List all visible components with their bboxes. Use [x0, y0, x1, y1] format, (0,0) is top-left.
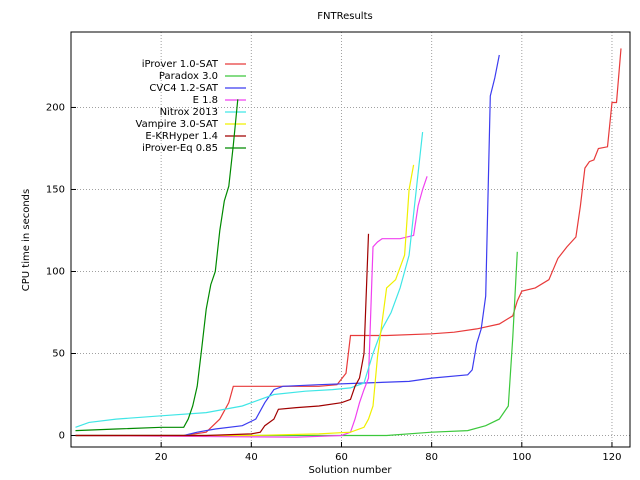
- legend-label: Nitrox 2013: [160, 107, 218, 118]
- y-tick-label: 100: [46, 266, 65, 277]
- y-tick-label: 150: [46, 184, 65, 195]
- series-line: [75, 233, 370, 437]
- y-tick-label: 0: [59, 431, 65, 442]
- x-tick-label: 120: [602, 452, 621, 463]
- legend-label: iProver 1.0-SAT: [142, 59, 219, 70]
- series-line: [75, 48, 622, 437]
- series-line: [75, 251, 518, 437]
- legend-label: Paradox 3.0: [159, 71, 218, 82]
- x-tick-label: 80: [425, 452, 438, 463]
- series-line: [75, 164, 415, 437]
- series-line: [75, 99, 239, 432]
- series-line: [75, 132, 424, 428]
- legend-label: E 1.8: [193, 95, 218, 106]
- x-tick-label: 100: [512, 452, 531, 463]
- legend-label: iProver-Eq 0.85: [142, 143, 218, 154]
- chart-title: FNTResults: [317, 11, 372, 22]
- series-line: [75, 176, 428, 438]
- plot-frame: [70, 31, 631, 448]
- legend-label: E-KRHyper 1.4: [145, 131, 218, 142]
- x-tick-label: 20: [155, 452, 168, 463]
- y-tick-label: 50: [52, 349, 65, 360]
- x-tick-label: 60: [335, 452, 348, 463]
- x-tick-label: 40: [245, 452, 258, 463]
- x-axis-label: Solution number: [309, 465, 393, 476]
- legend-label: Vampire 3.0-SAT: [136, 119, 219, 130]
- y-axis-label: CPU time in seconds: [21, 189, 32, 291]
- y-tick-label: 200: [46, 102, 65, 113]
- legend-label: CVC4 1.2-SAT: [149, 83, 218, 94]
